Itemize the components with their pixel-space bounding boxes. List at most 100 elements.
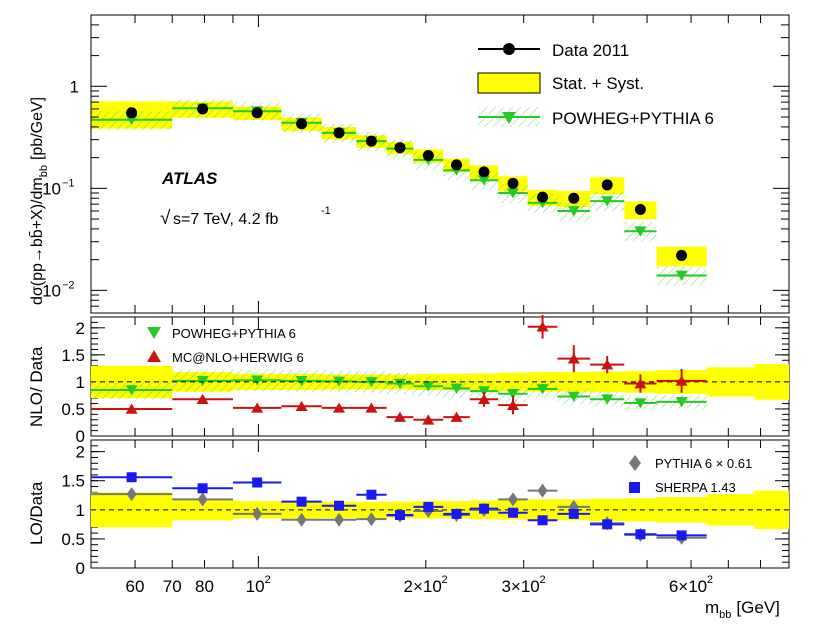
top-ylabel-main: dσ(pp→bb̄+X)/dm <box>29 177 46 305</box>
bot-sherpa-marker <box>197 483 208 494</box>
bot-sherpa-marker <box>451 508 462 519</box>
top-data-point <box>296 118 308 130</box>
bot-sherpa-marker <box>366 489 377 500</box>
bot-sherpa-marker <box>394 510 405 521</box>
legend-mid-powheg-marker <box>147 327 161 339</box>
top-data-point <box>568 192 580 204</box>
mid-ytick-label: 2 <box>76 319 85 338</box>
bot-pythia-marker <box>507 492 518 507</box>
legend-data-marker <box>503 43 515 55</box>
legend-powheg-label: POWHEG+PYTHIA 6 <box>552 109 714 128</box>
x-axis-label: mbb [GeV] <box>705 598 780 621</box>
bot-sherpa-marker <box>676 530 687 541</box>
mid-mcnlo-marker <box>478 393 491 405</box>
nlo-ratio-panel: 0 0.5 1 1.5 2 <box>61 314 790 446</box>
energy-sup: -1 <box>321 205 331 217</box>
top-data-point <box>365 135 377 147</box>
bot-sherpa-marker <box>568 508 579 519</box>
bot-sherpa-marker <box>334 500 345 511</box>
top-ytick-label: 10 <box>42 179 61 198</box>
bot-sherpa-marker <box>252 477 263 488</box>
x-tick-exp: 2 <box>442 574 448 586</box>
top-ylabel: dσ(pp→bb̄+X)/dmbb [pb/GeV] <box>29 97 50 305</box>
mid-powheg-marker <box>567 391 580 402</box>
x-tick-label: 80 <box>195 577 214 596</box>
bot-ytick-label: 1.5 <box>61 472 85 491</box>
xlabel-main: m <box>705 598 719 617</box>
bot-pythia-marker <box>568 499 579 514</box>
x-tick-label: 60 <box>126 577 145 596</box>
x-tick-exp: 2 <box>265 574 271 586</box>
mid-powheg-marker <box>675 397 688 408</box>
top-legend: Data 2011 Stat. + Syst. POWHEG+PYTHIA 6 <box>477 41 714 128</box>
bot-band <box>656 497 707 523</box>
legend-mid-mcnlo-marker <box>147 350 161 362</box>
mid-mcnlo-marker <box>393 411 406 422</box>
mid-ylabel: NLO/ Data <box>27 346 46 427</box>
top-data-point <box>333 127 345 139</box>
bot-sherpa-marker <box>602 519 613 530</box>
top-data-point <box>197 103 209 115</box>
mid-powheg-marker <box>506 389 519 400</box>
mid-powheg-marker <box>478 386 491 397</box>
mid-ytick-label: 1.5 <box>61 346 85 365</box>
top-data-point <box>676 249 688 261</box>
bot-sherpa-marker <box>423 501 434 512</box>
top-data-point <box>394 142 406 154</box>
top-data-point <box>126 107 138 119</box>
top-powheg-marker <box>567 206 580 217</box>
bot-sherpa-marker <box>479 503 490 514</box>
top-ylabel-unit: [pb/GeV] <box>29 97 46 160</box>
svg-text:mbb[GeV]: mbb [GeV] <box>705 598 780 621</box>
mid-ytick-label: 1 <box>76 373 85 392</box>
x-tick-label: 2×10 <box>404 577 442 596</box>
top-ylabel-sub: bb <box>38 165 50 177</box>
top-data-point <box>634 204 646 216</box>
x-tick-label: 3×10 <box>501 577 539 596</box>
mid-mcnlo-marker <box>634 378 647 389</box>
legend-sherpa-label: SHERPA 1.43 <box>655 480 736 495</box>
top-data-point <box>451 159 463 171</box>
mid-powheg-marker <box>295 376 308 387</box>
mid-mcnlo-marker <box>675 375 688 386</box>
energy-label: √ s=7 TeV, 4.2 fb -1 <box>160 205 331 229</box>
svg-text:dσ(pp→bb̄+X)/dmbb[pb/GeV]: dσ(pp→bb̄+X)/dmbb [pb/GeV] <box>29 97 50 305</box>
top-data-point <box>251 107 263 119</box>
top-data-point <box>478 166 490 178</box>
bot-pythia-marker <box>296 512 307 527</box>
mid-mcnlo-marker <box>567 353 580 364</box>
mid-mcnlo-marker <box>333 402 346 413</box>
mid-powheg-marker <box>393 378 406 389</box>
mid-powheg-marker <box>333 376 346 387</box>
bot-pythia-marker <box>334 512 345 527</box>
bot-pythia-marker <box>366 512 377 527</box>
bot-sherpa-marker <box>296 496 307 507</box>
top-powheg-marker <box>506 188 519 199</box>
bot-pythia-marker <box>126 487 137 502</box>
mid-mcnlo-marker <box>125 403 138 414</box>
top-data-point <box>507 177 519 189</box>
legend-mid-powheg-label: POWHEG+PYTHIA 6 <box>172 326 296 341</box>
mid-mcnlo-marker <box>601 359 614 370</box>
mid-powheg-marker <box>536 384 549 395</box>
bot-pythia-marker <box>252 506 263 521</box>
mid-powheg-marker <box>450 383 463 394</box>
energy-root: √ <box>160 208 171 229</box>
legend-mid-mcnlo-label: MC@NLO+HERWIG 6 <box>172 350 304 365</box>
bot-legend: PYTHIA 6 × 0.61 SHERPA 1.43 <box>629 455 752 495</box>
bot-ylabel: LO/Data <box>27 481 46 545</box>
top-powheg-marker <box>601 196 614 207</box>
top-ytick-label: 1 <box>70 77 79 96</box>
mid-powheg-marker <box>634 398 647 409</box>
x-tick-label: 10 <box>246 577 265 596</box>
mid-mcnlo-marker <box>365 402 378 413</box>
top-data-point <box>537 191 549 203</box>
top-ytick-exp: −1 <box>62 177 75 189</box>
top-powheg-marker <box>478 175 491 186</box>
mid-powheg-marker <box>601 394 614 405</box>
mid-legend: POWHEG+PYTHIA 6 MC@NLO+HERWIG 6 <box>147 326 304 365</box>
experiment-label: ATLAS <box>161 169 218 188</box>
mid-powheg-marker <box>422 381 435 392</box>
top-ytick-label: 10 <box>42 281 61 300</box>
top-powheg-marker <box>634 226 647 237</box>
